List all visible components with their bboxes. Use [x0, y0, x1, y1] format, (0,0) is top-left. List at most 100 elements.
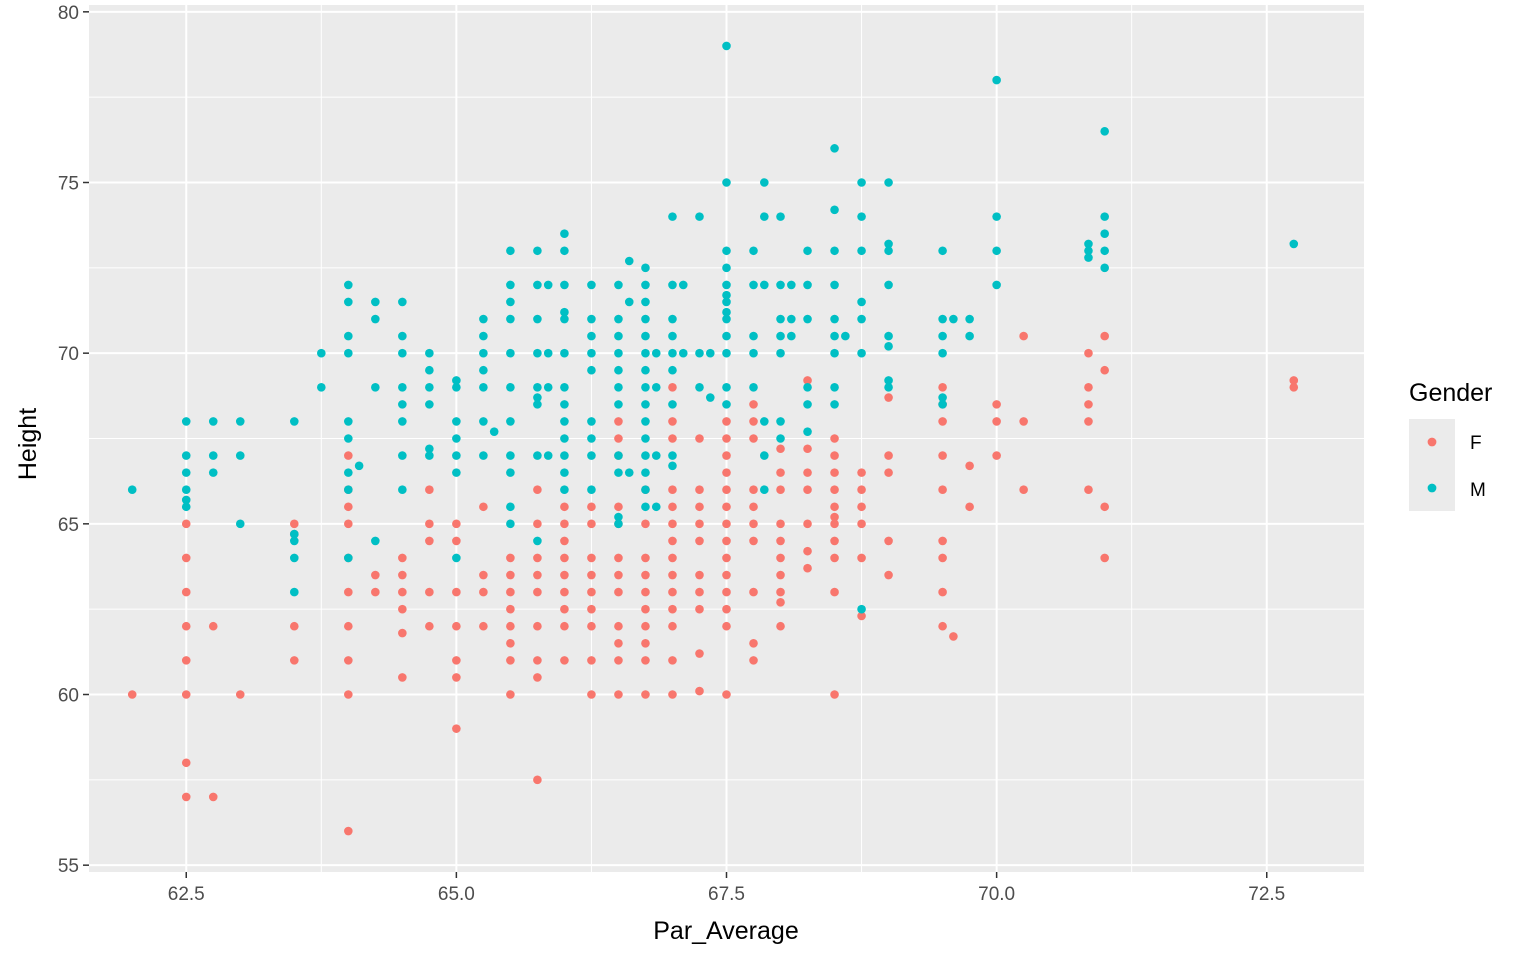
point-m [695, 348, 704, 358]
point-f [695, 485, 704, 495]
point-f [425, 536, 434, 546]
point-m [722, 400, 731, 409]
point-f [749, 639, 758, 648]
point-m [749, 246, 758, 256]
point-f [1084, 382, 1093, 392]
point-f [506, 587, 515, 597]
y-tick-label: 65 [58, 515, 79, 536]
point-m [533, 400, 542, 409]
point-f [1100, 502, 1109, 512]
point-f [722, 690, 731, 699]
point-f [560, 553, 569, 563]
point-f [1100, 553, 1109, 563]
point-m [235, 451, 245, 460]
point-m [641, 502, 650, 512]
point-f [641, 519, 650, 529]
point-m [695, 212, 704, 221]
point-f [938, 485, 947, 495]
point-m [533, 536, 542, 546]
point-f [749, 656, 758, 665]
point-f [722, 604, 731, 614]
point-m [506, 314, 515, 324]
point-f [938, 451, 947, 460]
point-f [776, 587, 785, 597]
point-f [398, 570, 407, 580]
point-m [506, 382, 515, 392]
point-f [371, 587, 380, 597]
point-m [371, 536, 380, 546]
point-f [344, 519, 353, 529]
y-axis-title: Height [14, 408, 42, 480]
point-m [344, 417, 353, 426]
point-f [668, 656, 677, 665]
point-f [830, 587, 839, 597]
point-f [776, 536, 785, 546]
point-m [1100, 263, 1109, 273]
point-m [208, 468, 218, 477]
point-m [857, 604, 866, 614]
point-m [705, 348, 715, 358]
point-m [533, 348, 542, 358]
point-f [560, 604, 569, 614]
point-m [776, 280, 785, 290]
point-m [452, 382, 461, 392]
point-f [749, 400, 758, 409]
point-m [371, 314, 380, 324]
point-m [776, 331, 785, 341]
point-f [506, 690, 515, 699]
point-m [641, 348, 650, 358]
point-f [830, 553, 839, 563]
point-f [749, 417, 758, 426]
point-m [857, 297, 866, 307]
point-m [803, 427, 812, 436]
point-m [1100, 212, 1109, 221]
point-m [235, 519, 245, 529]
point-m [624, 297, 634, 307]
point-m [641, 417, 650, 426]
point-m [181, 495, 191, 505]
point-m [506, 451, 515, 460]
point-f [398, 553, 407, 563]
point-m [614, 512, 623, 522]
point-m [1100, 246, 1109, 256]
x-tick-label: 65.0 [438, 884, 475, 905]
point-f [884, 570, 893, 580]
point-m [533, 246, 542, 256]
point-m [641, 331, 650, 341]
point-m [425, 444, 434, 454]
point-m [668, 400, 677, 409]
point-m [398, 348, 407, 358]
point-m [992, 75, 1001, 85]
legend-label-f: F [1470, 433, 1482, 454]
point-f [776, 444, 785, 454]
point-m [651, 382, 661, 392]
point-m [354, 461, 364, 471]
point-m [614, 331, 623, 341]
point-m [760, 212, 769, 221]
point-m [533, 393, 542, 402]
point-m [614, 365, 623, 375]
point-m [624, 256, 634, 266]
point-f [830, 451, 839, 460]
point-m [651, 451, 661, 460]
point-f [587, 519, 596, 529]
point-f [452, 536, 461, 546]
point-m [830, 382, 839, 392]
point-m [668, 461, 677, 471]
point-f [830, 468, 839, 477]
legend-title: Gender [1409, 379, 1492, 407]
point-f [857, 553, 866, 563]
point-m [938, 331, 947, 341]
point-m [884, 382, 893, 392]
point-m [344, 434, 353, 443]
point-m [830, 314, 839, 324]
point-f [614, 656, 623, 665]
point-f [857, 502, 866, 512]
point-f [722, 587, 731, 597]
point-f [668, 690, 677, 699]
point-m [722, 348, 731, 358]
point-f [641, 639, 650, 648]
point-m [760, 417, 769, 426]
point-f [479, 570, 488, 580]
point-f [965, 461, 974, 471]
